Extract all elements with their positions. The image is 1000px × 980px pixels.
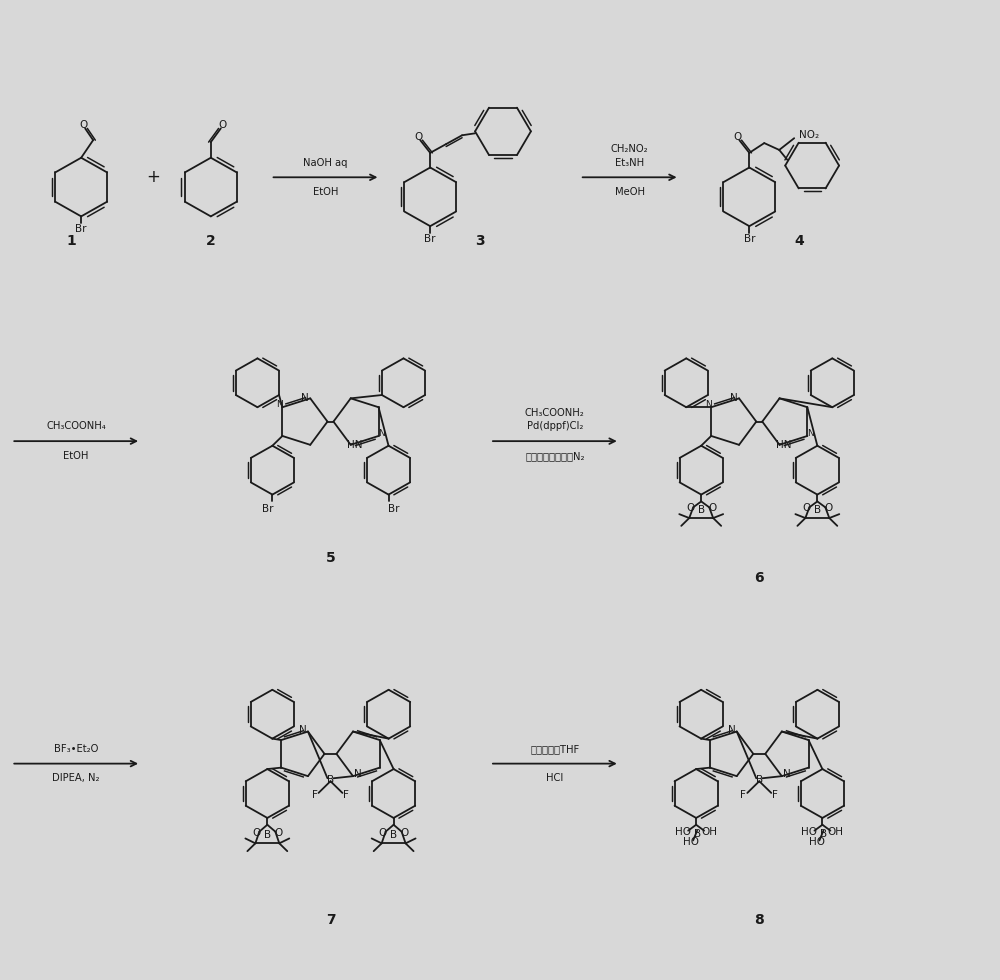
- Text: Br: Br: [744, 234, 755, 244]
- Text: CH₂NO₂: CH₂NO₂: [611, 144, 648, 154]
- Text: MeOH: MeOH: [615, 187, 645, 197]
- Text: O: O: [79, 121, 87, 130]
- Text: N: N: [378, 428, 385, 437]
- Text: 二乙醇胺，THF: 二乙醇胺，THF: [530, 744, 579, 754]
- Text: CH₃COONH₂: CH₃COONH₂: [525, 408, 585, 417]
- Text: B: B: [814, 506, 821, 515]
- Text: NO₂: NO₂: [799, 130, 819, 140]
- Text: 1: 1: [66, 234, 76, 248]
- Text: HO: HO: [801, 826, 817, 837]
- Text: F: F: [740, 790, 746, 800]
- Text: B: B: [390, 829, 397, 840]
- Text: 8: 8: [754, 913, 764, 927]
- Text: EtOH: EtOH: [313, 187, 338, 197]
- Text: EtOH: EtOH: [63, 451, 89, 461]
- Text: O: O: [415, 132, 423, 142]
- Text: 7: 7: [326, 913, 335, 927]
- Text: +: +: [146, 169, 160, 186]
- Text: B: B: [820, 828, 827, 839]
- Text: N: N: [728, 724, 736, 735]
- Text: Br: Br: [424, 234, 436, 244]
- Text: DIPEA, N₂: DIPEA, N₂: [52, 773, 100, 783]
- Text: 4: 4: [794, 234, 804, 248]
- Text: 3: 3: [475, 234, 485, 248]
- Text: N: N: [705, 400, 712, 409]
- Text: HCl: HCl: [546, 773, 563, 783]
- Text: 2: 2: [206, 234, 216, 248]
- Text: HO: HO: [809, 837, 825, 848]
- Text: O: O: [686, 504, 694, 514]
- Text: 6: 6: [754, 571, 764, 585]
- Text: B: B: [698, 506, 705, 515]
- Text: O: O: [274, 827, 282, 838]
- Text: O: O: [252, 827, 260, 838]
- Text: N: N: [730, 393, 738, 404]
- Text: Br: Br: [75, 224, 87, 234]
- Text: O: O: [708, 504, 716, 514]
- Text: HO: HO: [683, 837, 699, 848]
- Text: OH: OH: [701, 826, 717, 837]
- Text: B: B: [694, 828, 701, 839]
- Text: HN: HN: [776, 440, 791, 450]
- Text: O: O: [802, 504, 810, 514]
- Text: N: N: [276, 400, 283, 409]
- Text: HN: HN: [347, 440, 362, 450]
- Text: B: B: [327, 775, 334, 785]
- Text: BF₃•Et₂O: BF₃•Et₂O: [54, 744, 98, 754]
- Text: O: O: [379, 827, 387, 838]
- Text: N: N: [354, 769, 362, 779]
- Text: O: O: [400, 827, 409, 838]
- Text: HO: HO: [675, 826, 691, 837]
- Text: N: N: [301, 393, 309, 404]
- Text: CH₃COONH₄: CH₃COONH₄: [46, 421, 106, 431]
- Text: O: O: [734, 132, 742, 142]
- Text: 联硒酸频那醉酯，N₂: 联硒酸频那醉酯，N₂: [525, 451, 585, 461]
- Text: F: F: [772, 790, 778, 800]
- Text: Pd(dppf)Cl₂: Pd(dppf)Cl₂: [527, 421, 583, 431]
- Text: Br: Br: [262, 505, 273, 514]
- Text: F: F: [343, 790, 349, 800]
- Text: N: N: [783, 769, 791, 779]
- Text: N: N: [299, 724, 307, 735]
- Text: NaOH aq: NaOH aq: [303, 158, 348, 168]
- Text: O: O: [219, 121, 227, 130]
- Text: 5: 5: [326, 552, 335, 565]
- Text: B: B: [264, 829, 271, 840]
- Text: F: F: [312, 790, 317, 800]
- Text: Et₃NH: Et₃NH: [615, 158, 644, 168]
- Text: B: B: [756, 775, 763, 785]
- Text: O: O: [824, 504, 832, 514]
- Text: N: N: [807, 428, 814, 437]
- Text: Br: Br: [388, 505, 399, 514]
- Text: OH: OH: [827, 826, 843, 837]
